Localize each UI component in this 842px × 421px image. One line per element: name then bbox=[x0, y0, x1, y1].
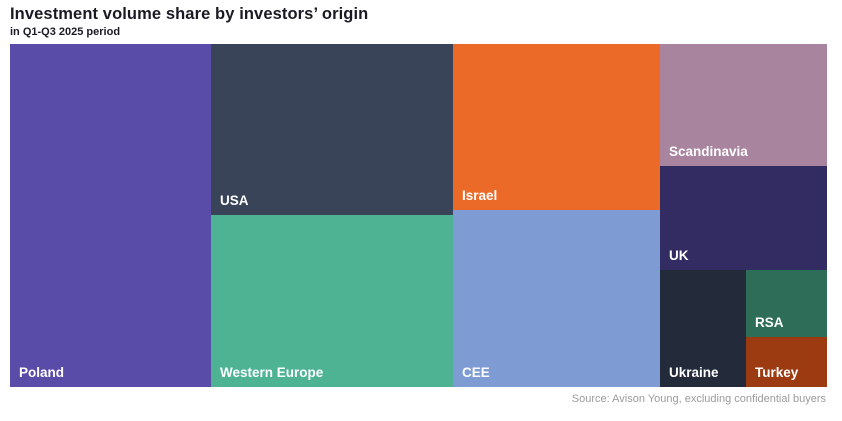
treemap-cell-scandinavia: Scandinavia bbox=[660, 44, 827, 166]
source-note: Source: Avison Young, excluding confiden… bbox=[571, 393, 826, 405]
treemap-cell-label: CEE bbox=[461, 364, 490, 380]
treemap-cell-israel: Israel bbox=[452, 44, 660, 210]
treemap-cell-label: UK bbox=[669, 247, 689, 263]
treemap-cell-turkey: Turkey bbox=[746, 336, 827, 387]
treemap-cell-label: Scandinavia bbox=[669, 144, 748, 159]
treemap-cell-label: Israel bbox=[461, 188, 498, 203]
treemap-cell-western-europe: Western Europe bbox=[210, 214, 453, 387]
treemap-cell-label: USA bbox=[219, 192, 249, 208]
treemap-cell-label: Western Europe bbox=[219, 364, 324, 380]
treemap-cell-label: Poland bbox=[19, 365, 65, 380]
chart-title: Investment volume share by investors’ or… bbox=[10, 5, 369, 23]
treemap-cell-cee: CEE bbox=[452, 210, 660, 387]
treemap-cell-label: Turkey bbox=[755, 364, 799, 380]
chart-subtitle: in Q1-Q3 2025 period bbox=[10, 26, 121, 38]
treemap-chart: Poland USA Western Europe Israel CEE Scandina… bbox=[10, 44, 827, 387]
treemap-cell-uk: UK bbox=[660, 166, 827, 270]
chart-header: Investment volume share by investors’ or… bbox=[10, 5, 368, 38]
treemap-cell-usa: USA bbox=[210, 44, 453, 215]
treemap-cell-label: RSA bbox=[755, 314, 784, 330]
treemap-cell-poland: Poland bbox=[10, 44, 211, 387]
treemap-cell-rsa: RSA bbox=[746, 270, 827, 337]
treemap-cell-label: Ukraine bbox=[669, 364, 719, 380]
treemap-cell-ukraine: Ukraine bbox=[660, 270, 747, 387]
